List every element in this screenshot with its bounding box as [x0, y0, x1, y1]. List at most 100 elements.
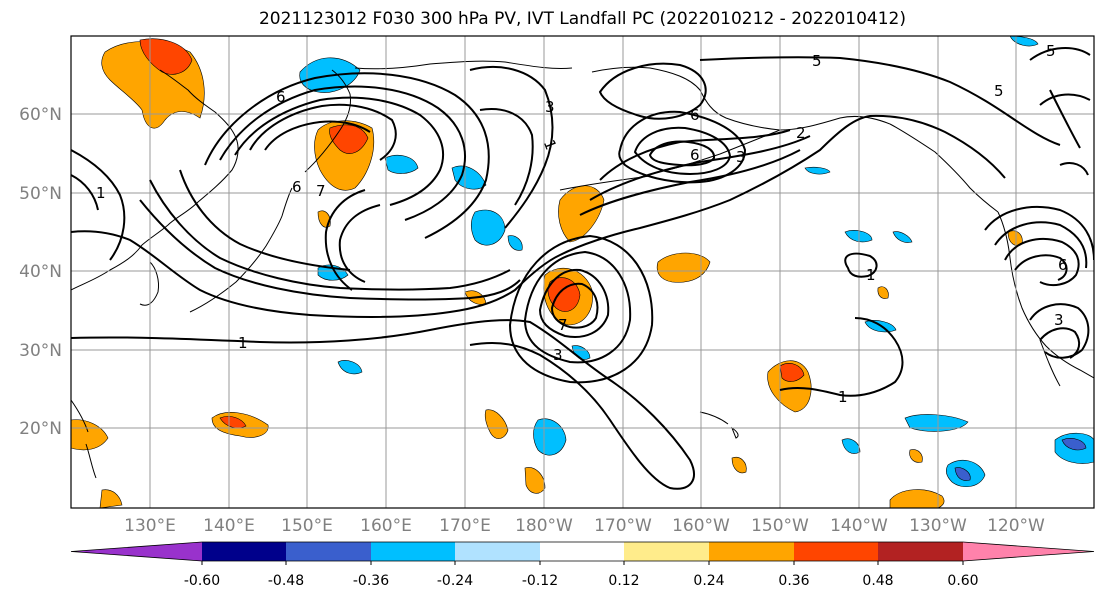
colorbar-box: [878, 542, 963, 561]
shade-negative: [804, 166, 831, 175]
shade-positive: [484, 409, 509, 439]
colorbar-box: [71, 542, 202, 561]
shade-positive: [889, 489, 945, 508]
contour-label: 6: [276, 88, 286, 106]
contour-line: [508, 234, 654, 384]
contour-line: [1029, 47, 1091, 61]
lon-label: 130°W: [909, 516, 967, 536]
lon-label: 150°E: [281, 516, 333, 536]
contour-line: [479, 108, 534, 206]
shade-negative: [1061, 438, 1087, 451]
lon-label: 160°E: [360, 516, 412, 536]
contour-label: 5: [1046, 42, 1056, 60]
colorbar-tick-label: -0.12: [522, 573, 558, 589]
shade-negative: [841, 438, 861, 454]
contour-line: [338, 204, 381, 283]
contour-label: 1: [238, 334, 248, 352]
pv-contours: [71, 47, 1094, 490]
map-frame: [70, 35, 1095, 509]
contour-line: [984, 206, 1094, 261]
lat-label: 30°N: [19, 341, 62, 361]
shade-negative: [470, 209, 506, 246]
colorbar-tick-label: 0.48: [862, 573, 893, 589]
contour-label: 3: [553, 346, 563, 364]
coastline-alaska: [591, 66, 891, 131]
contour-label: 6: [292, 178, 302, 196]
contour-label: 3: [545, 98, 555, 116]
contour-line: [149, 179, 511, 291]
colorbar-tick-label: -0.24: [437, 573, 473, 589]
colorbar-tick-label: 0.60: [947, 573, 978, 589]
contour-line: [779, 317, 904, 397]
shade-positive: [547, 277, 581, 312]
contour-line: [599, 129, 791, 181]
colorbar-box: [540, 542, 624, 561]
shade-negative: [507, 235, 523, 251]
colorbar-box: [624, 542, 709, 561]
lon-label: 170°E: [439, 516, 491, 536]
contour-line: [1039, 93, 1091, 106]
coastline-kamchatka: [304, 69, 351, 173]
shade-positive: [99, 489, 123, 508]
colorbar-tick-label: 0.12: [608, 573, 639, 589]
contour-label: 5: [812, 52, 822, 70]
shade-positive: [317, 210, 331, 228]
shade-negative: [892, 231, 913, 243]
colorbar-box: [963, 542, 1094, 561]
coastline-hawaii: [699, 411, 739, 439]
lat-label: 60°N: [19, 105, 62, 125]
contour-line: [469, 66, 554, 229]
contour-line: [324, 189, 366, 291]
contour-line: [1014, 254, 1068, 281]
contour-label: 5: [994, 82, 1004, 100]
contour-line: [139, 199, 521, 301]
contour-line: [249, 103, 397, 161]
map-content: 1 1 1 1 1 2 3 3 3 3 5 5 5 6 6 6 6 6 7 7: [71, 36, 1094, 508]
contour-label: 7: [558, 316, 568, 334]
colorbar-tick-label: 0.24: [693, 573, 724, 589]
contour-line: [219, 85, 466, 221]
contour-line: [699, 56, 1061, 146]
colorbar-box: [794, 542, 878, 561]
shade-negative: [954, 467, 971, 481]
lon-label: 140°E: [203, 516, 255, 536]
colorbar-tick-label: -0.48: [268, 573, 304, 589]
contour-line: [633, 126, 732, 176]
coastlines: [71, 60, 1094, 479]
colorbar-box: [286, 542, 371, 561]
colorbar-box: [371, 542, 455, 561]
contour-line: [589, 135, 811, 201]
contour-line: [71, 114, 1006, 318]
contour-line: [264, 120, 371, 151]
contour-line: [538, 268, 610, 338]
contour-label: 3: [736, 148, 746, 166]
lon-label: 160°W: [672, 516, 730, 536]
lat-label: 40°N: [19, 262, 62, 282]
coastline-asia: [71, 69, 239, 291]
shade-positive: [731, 457, 747, 474]
shade-positive: [656, 252, 711, 283]
coastline-philippines: [71, 399, 97, 479]
coastline-korea: [139, 261, 159, 306]
contour-line: [71, 149, 126, 261]
contour-line: [1059, 162, 1089, 176]
shade-positive: [877, 286, 889, 299]
coastline-bc: [889, 123, 999, 213]
contour-line: [204, 72, 490, 239]
colorbar-box: [709, 542, 794, 561]
colorbar: -0.60 -0.48 -0.36 -0.24 -0.12 0.12 0.24 …: [70, 541, 1095, 589]
shade-positive: [909, 449, 923, 463]
contour-label: 2: [796, 124, 806, 142]
shade-positive: [779, 363, 805, 382]
contour-line: [550, 282, 599, 329]
contour-label: 1: [866, 266, 876, 284]
contour-label: 7: [316, 182, 326, 200]
contour-line: [1049, 89, 1081, 149]
contour-line: [234, 96, 445, 206]
contour-label: 3: [1054, 311, 1064, 329]
map-title: 2021123012 F030 300 hPa PV, IVT Landfall…: [258, 9, 906, 29]
coastline-baja: [1039, 339, 1061, 387]
contour-line: [71, 174, 99, 211]
lat-label: 50°N: [19, 184, 62, 204]
